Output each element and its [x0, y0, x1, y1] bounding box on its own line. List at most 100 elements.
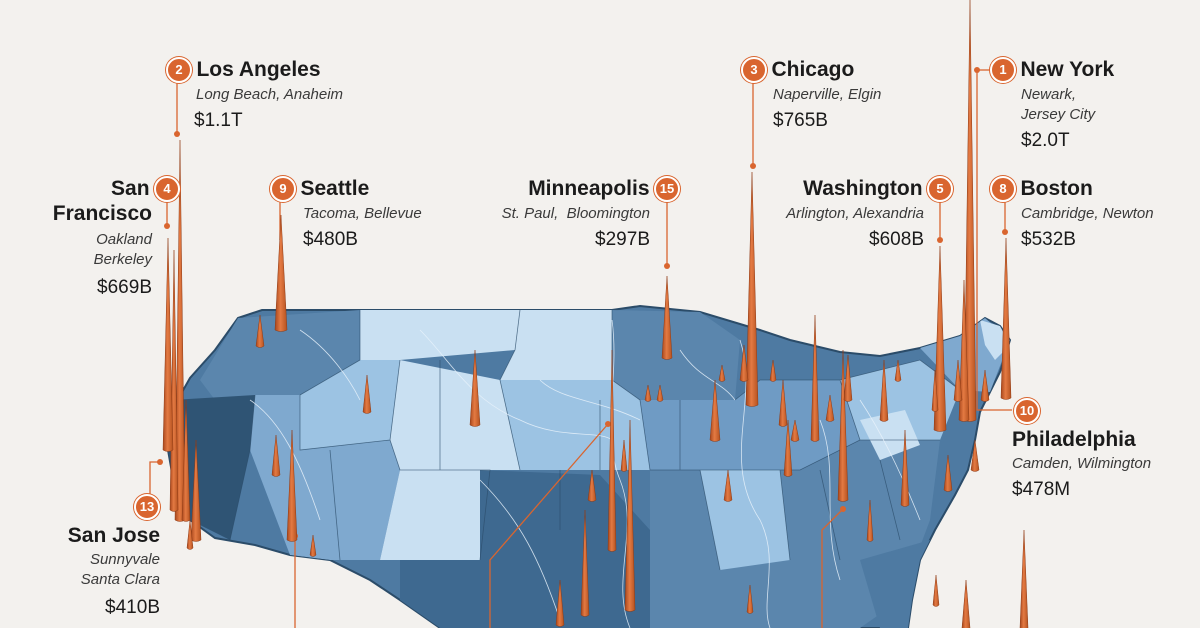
spike-columbus — [825, 394, 835, 422]
spike-wichita — [620, 439, 628, 472]
spike-cleveland — [843, 354, 853, 402]
gdp-spikes — [162, 0, 1029, 628]
metro-name: Boston — [1020, 177, 1093, 200]
metro-label-los-angeles: 2 Los Angeles Long Beach, Anaheim $1.1T — [166, 57, 343, 133]
metro-name: Philadelphia — [1012, 428, 1136, 451]
metro-label-san-jose: 13 San Jose Sunnyvale Santa Clara $410B — [20, 494, 160, 620]
metro-gdp: $480B — [303, 229, 358, 250]
spike-portland — [255, 314, 265, 348]
region-new-mexico — [380, 470, 490, 560]
leader-lines — [149, 69, 1012, 628]
rank-badge: 8 — [990, 176, 1016, 202]
region-mississippi — [700, 470, 790, 570]
region-idaho-wyoming — [300, 360, 400, 450]
rank-badge: 5 — [927, 176, 953, 202]
region-pacific-nw — [200, 310, 360, 400]
metro-name: San Jose — [67, 524, 160, 547]
region-midwest — [640, 380, 860, 470]
spike-omaha — [644, 384, 652, 402]
metro-gdp: $297B — [595, 229, 650, 250]
spike-pittsburgh — [879, 359, 889, 422]
region-colorado-utah — [390, 360, 520, 470]
metro-suburbs-line-2: Santa Clara — [80, 571, 160, 588]
metro-gdp: $478M — [1012, 479, 1071, 500]
spike-tucson — [309, 534, 317, 557]
region-north-plains — [500, 310, 612, 380]
metro-gdp: $1.1T — [194, 110, 243, 131]
spike-oklahoma-city — [587, 469, 597, 502]
spike-memphis — [723, 469, 733, 502]
spike-philadelphia — [970, 439, 980, 472]
metro-suburbs: Camden, Wilmington — [1012, 455, 1152, 472]
spike-miami — [1019, 529, 1029, 628]
spike-houston — [580, 509, 590, 617]
spike-louisville — [790, 419, 800, 442]
rank-badge: 13 — [134, 494, 160, 520]
metro-label-san-francisco: San 4 Francisco Oakland Berkeley $669B — [20, 176, 180, 300]
metro-name-line-1: San — [111, 177, 150, 200]
spike-detroit — [810, 314, 820, 442]
metro-suburbs: Naperville, Elgin — [773, 86, 882, 103]
spike-las-vegas — [271, 434, 281, 477]
spike-newark — [980, 369, 990, 402]
spike-columbia — [866, 499, 874, 542]
spike-dallas — [624, 419, 636, 612]
spike-tampa — [961, 579, 971, 628]
metro-suburbs: Tacoma, Bellevue — [303, 205, 422, 222]
spike-hartford — [953, 359, 963, 402]
region-central-plains — [500, 380, 650, 470]
spike-grand-rapids — [769, 359, 777, 382]
metro-name: Chicago — [771, 58, 855, 81]
metro-name: Seattle — [300, 177, 370, 200]
metro-label-boston: 8 Boston Cambridge, Newton $532B — [990, 176, 1154, 252]
region-nevada-arizona — [250, 395, 400, 560]
metro-name: Los Angeles — [196, 58, 321, 81]
metro-label-washington: Washington 5 Arlington, Alexandria $608B — [740, 176, 953, 252]
rank-badge: 2 — [166, 57, 192, 83]
metro-suburbs-line-2: Berkeley — [93, 251, 152, 268]
spike-indianapolis — [778, 379, 788, 427]
spike-seattle — [274, 214, 288, 332]
spike-kansas-city — [607, 349, 617, 552]
region-northern-rockies — [360, 310, 520, 360]
metro-suburbs: Long Beach, Anaheim — [196, 86, 344, 103]
spike-st-louis — [709, 379, 721, 442]
spike-minneapolis — [661, 275, 673, 360]
metro-name: Minneapolis — [528, 177, 650, 200]
spike-denver — [469, 349, 481, 427]
spike-richmond — [943, 454, 953, 492]
metro-gdp: $608B — [869, 229, 924, 250]
spike-phoenix — [286, 429, 298, 542]
spike-new-orleans — [746, 584, 754, 614]
spike-buffalo — [894, 359, 902, 382]
us-landmass — [167, 305, 1011, 628]
rank-badge: 9 — [270, 176, 296, 202]
metro-suburbs: Cambridge, Newton — [1021, 205, 1154, 222]
region-california — [168, 395, 255, 540]
spike-boston — [1000, 237, 1012, 400]
spike-washington — [933, 245, 947, 432]
rank-badge: 10 — [1014, 398, 1040, 424]
metro-suburbs-line-2: Jersey City — [1021, 106, 1096, 123]
spike-milwaukee — [718, 364, 726, 382]
metro-suburbs: Arlington, Alexandria — [786, 205, 924, 222]
spike-jacksonville — [932, 574, 940, 607]
metro-suburbs-line-1: Oakland — [96, 231, 152, 248]
spike-austin — [555, 579, 565, 627]
spike-salt-lake — [362, 374, 372, 414]
metro-suburbs: St. Paul, Bloomington — [501, 205, 650, 222]
metro-name: New York — [1020, 58, 1115, 81]
spike-atlanta — [837, 349, 849, 502]
spike-albany — [931, 369, 939, 412]
spike-san-diego-2 — [186, 519, 194, 550]
metro-label-chicago: 3 Chicago Naperville, Elgin $765B — [741, 57, 881, 133]
metro-name: Washington — [803, 177, 923, 200]
rank-badge: 3 — [741, 57, 767, 83]
metro-gdp: $410B — [105, 597, 160, 618]
spike-chicago — [745, 171, 759, 407]
metro-label-seattle: 9 Seattle Tacoma, Bellevue $480B — [270, 176, 422, 252]
metro-gdp: $765B — [773, 110, 828, 131]
rank-badge: 4 — [154, 176, 180, 202]
spike-des-moines — [656, 384, 664, 402]
